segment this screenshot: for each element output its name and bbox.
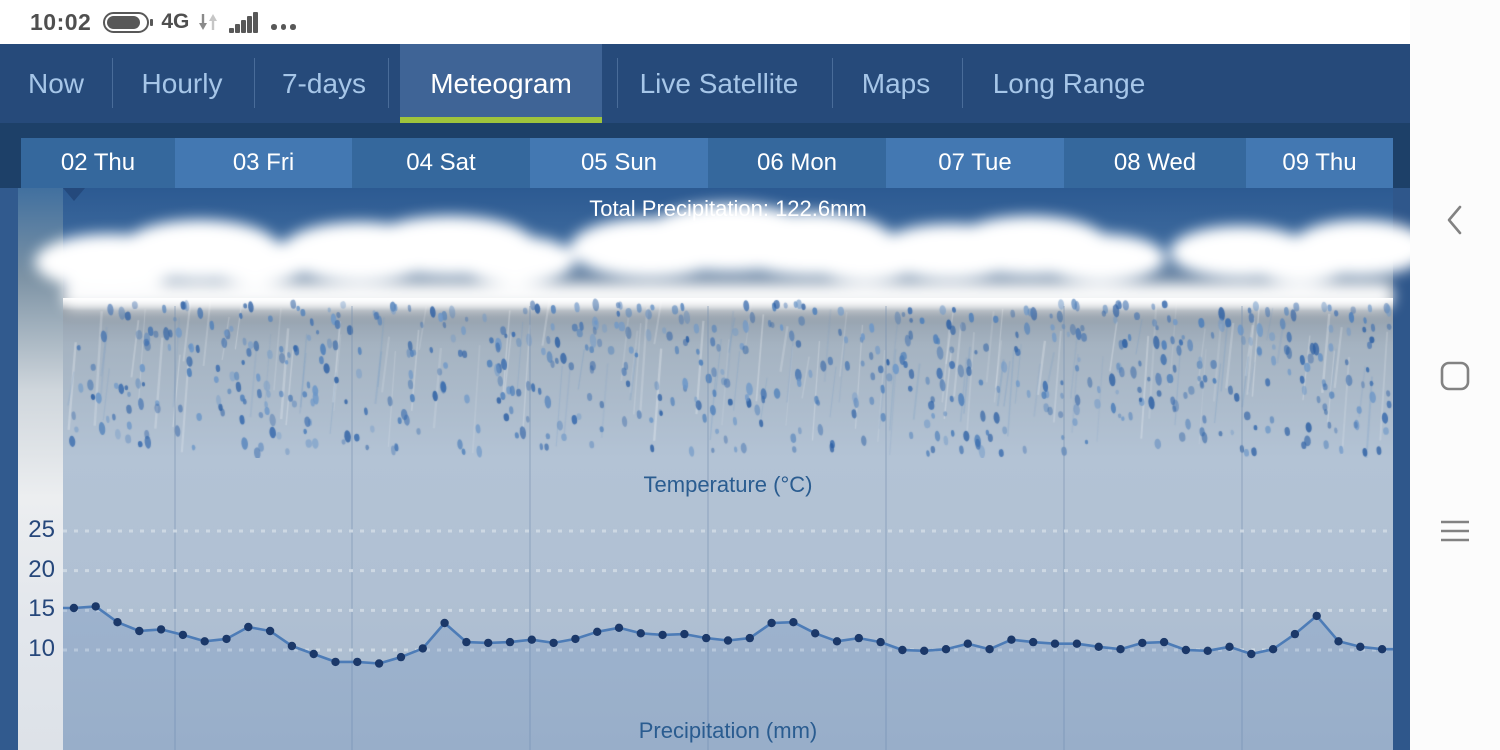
- day-tab-08-wed[interactable]: 08 Wed: [1064, 138, 1246, 188]
- day-tab-label: 09 Thu: [1282, 149, 1357, 176]
- menu-icon: [1441, 520, 1469, 542]
- nav-item-now[interactable]: Now: [24, 44, 88, 123]
- nav-item-hourly[interactable]: Hourly: [136, 44, 228, 123]
- day-tab-06-mon[interactable]: 06 Mon: [708, 138, 886, 188]
- nav-divider: [832, 58, 833, 108]
- battery-icon: [103, 11, 154, 33]
- nav-item-label: Long Range: [992, 67, 1146, 99]
- chart-left-border: [0, 188, 18, 750]
- clock: 10:02: [30, 8, 92, 35]
- nav-item-maps[interactable]: Maps: [852, 44, 940, 123]
- y-axis-column: [18, 188, 63, 750]
- more-dots-icon: [271, 24, 300, 30]
- nav-divider: [112, 58, 113, 108]
- day-tab-label: 05 Sun: [580, 149, 658, 176]
- day-tab-05-sun[interactable]: 05 Sun: [530, 138, 708, 188]
- home-button[interactable]: [1410, 344, 1500, 408]
- nav-item-long-range[interactable]: Long Range: [984, 44, 1154, 123]
- selected-tab-underline: [400, 117, 602, 123]
- day-tabs-strip: 02 Thu 03 Fri 04 Sat 05 Sun 06 Mon 07 Tue 08 W…: [0, 123, 1410, 188]
- chart-right-border: [1393, 188, 1410, 750]
- nav-item-meteogram[interactable]: Meteogram: [400, 44, 602, 123]
- rain-particles: [63, 298, 1393, 458]
- temperature-section-label: Temperature (°C): [643, 472, 813, 497]
- nav-item-label: Maps: [861, 67, 931, 99]
- android-nav-bar: [1410, 0, 1500, 750]
- nav-bar: Now Hourly 7-days Meteogram Live Satellite Ma…: [0, 44, 1410, 123]
- precipitation-section-label: Precipitation (mm): [638, 718, 818, 743]
- nav-item-label: Now: [27, 67, 84, 99]
- day-tab-label: 04 Sat: [406, 149, 476, 176]
- nav-divider: [617, 58, 618, 108]
- nav-item-label: Meteogram: [430, 67, 572, 99]
- data-arrows-icon: [197, 11, 219, 33]
- day-tab-03-fri[interactable]: 03 Fri: [175, 138, 352, 188]
- chart-title: Total Precipitation: 122.6mm: [589, 196, 867, 221]
- day-tab-label: 02 Thu: [60, 149, 136, 176]
- day-tab-label: 03 Fri: [232, 149, 295, 176]
- y-tick-10: 10: [28, 635, 55, 662]
- status-bar: 10:02 4G: [0, 0, 1500, 44]
- menu-button[interactable]: [1410, 499, 1500, 563]
- y-tick-15: 15: [28, 595, 55, 623]
- day-tab-label: 07 Tue: [938, 149, 1012, 176]
- nav-item-label: Live Satellite: [639, 67, 799, 99]
- temperature-line-chart: [63, 306, 1393, 750]
- nav-item-live-satellite[interactable]: Live Satellite: [628, 44, 810, 123]
- nav-item-7-days[interactable]: 7-days: [276, 44, 372, 123]
- y-tick-25: 25: [28, 516, 55, 543]
- current-time-marker: [63, 188, 85, 201]
- back-button[interactable]: [1410, 188, 1500, 252]
- day-tab-09-thu[interactable]: 09 Thu: [1246, 138, 1393, 188]
- network-type-label: 4G: [161, 10, 190, 33]
- day-tab-07-tue[interactable]: 07 Tue: [886, 138, 1064, 188]
- nav-item-label: 7-days: [281, 67, 367, 99]
- meteogram-plot-area[interactable]: [63, 188, 1393, 750]
- cloud-cover-band: [35, 204, 1430, 320]
- nav-item-label: Hourly: [141, 67, 223, 99]
- signal-bars-icon: [229, 11, 259, 33]
- day-tab-02-thu[interactable]: 02 Thu: [21, 138, 175, 188]
- home-square-icon: [1440, 361, 1470, 391]
- nav-divider: [962, 58, 963, 108]
- day-tab-04-sat[interactable]: 04 Sat: [352, 138, 530, 188]
- day-tab-label: 08 Wed: [1113, 149, 1197, 176]
- y-tick-20: 20: [28, 555, 55, 583]
- day-tab-label: 06 Mon: [756, 149, 838, 176]
- nav-divider: [388, 58, 389, 108]
- back-icon: [1447, 205, 1462, 235]
- nav-divider: [254, 58, 255, 108]
